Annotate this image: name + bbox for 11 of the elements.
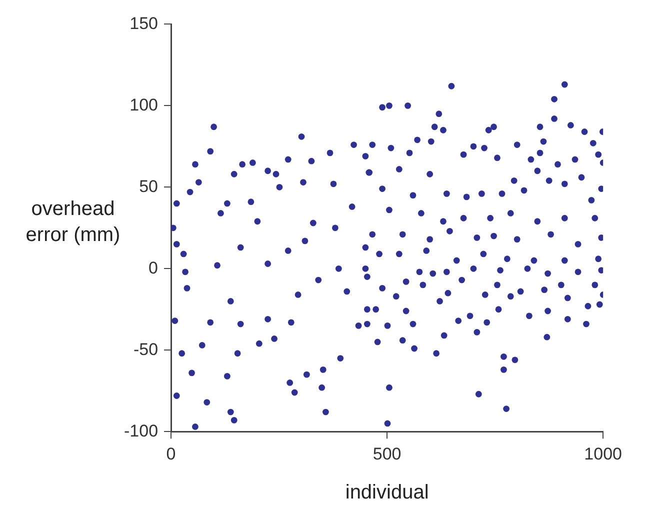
y-tick-label: 100 [130,95,158,114]
x-tick-label: 0 [166,444,176,464]
y-tick-label: -100 [124,421,158,440]
x-axis-title: individual [345,482,429,504]
y-axis-title: overhead error (mm) [24,197,122,248]
y-tick-label: 50 [139,176,158,196]
x-tick-label: 1000 [584,444,622,464]
y-tick-label: -50 [133,340,158,359]
y-tick-label: 0 [148,258,158,278]
y-tick-label: 150 [130,14,158,33]
x-tick-label: 500 [372,444,402,464]
